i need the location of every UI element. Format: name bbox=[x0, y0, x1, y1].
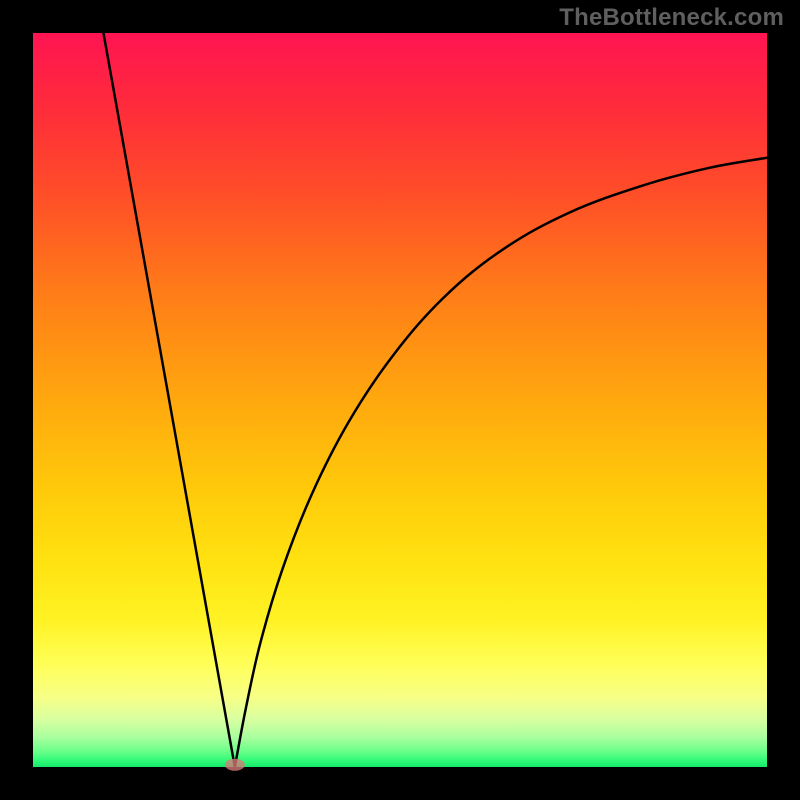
minimum-marker bbox=[225, 759, 245, 771]
bottleneck-chart bbox=[0, 0, 800, 800]
plot-gradient-background bbox=[33, 33, 767, 767]
watermark-text: TheBottleneck.com bbox=[559, 4, 784, 32]
